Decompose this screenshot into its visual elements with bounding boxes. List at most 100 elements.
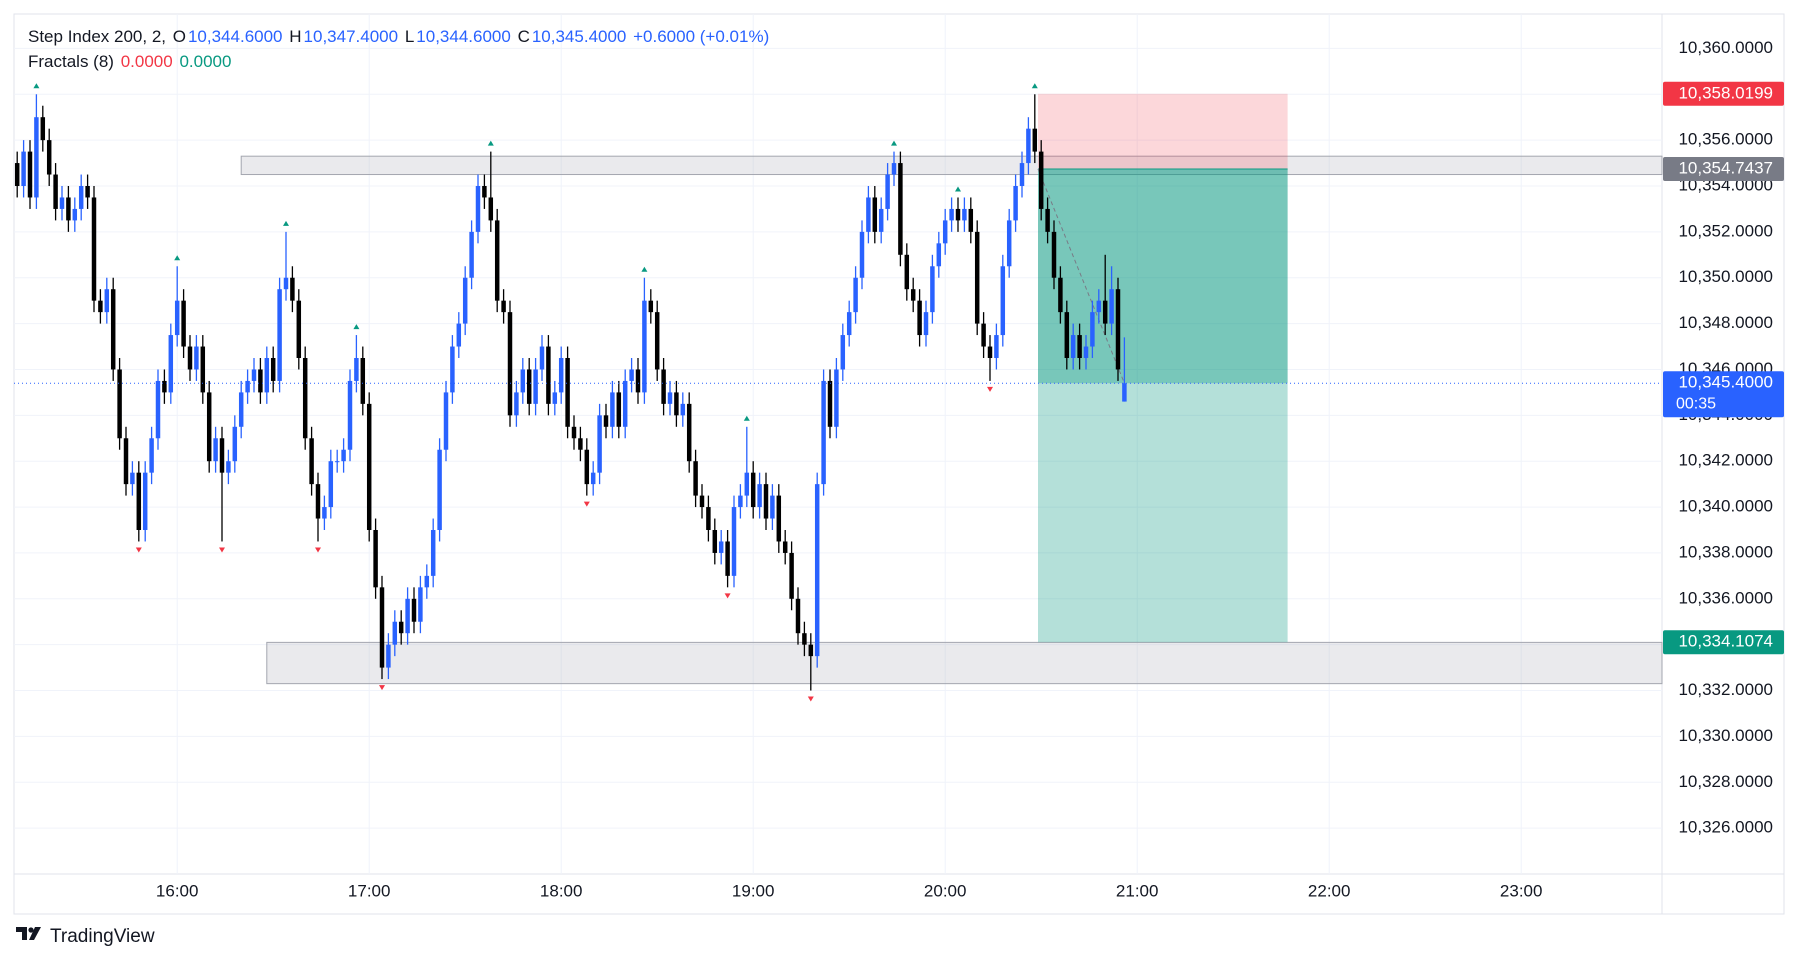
candle-body	[130, 472, 135, 485]
candle-body	[85, 186, 90, 198]
x-tick-label: 22:00	[1308, 881, 1351, 900]
candle-body	[642, 300, 647, 393]
fractal-down	[987, 386, 993, 392]
candle-body	[757, 484, 762, 508]
candle-body	[456, 323, 462, 347]
candle-body	[539, 346, 545, 370]
candle-body	[194, 346, 199, 370]
candle-body	[379, 587, 385, 668]
candle-body	[424, 575, 430, 588]
candle-body	[936, 243, 942, 267]
x-tick-label: 21:00	[1116, 881, 1159, 900]
candle-body	[1070, 335, 1076, 358]
y-tick-label: 10,330.0000	[1678, 726, 1773, 745]
candle-body	[712, 530, 718, 553]
y-tick-label: 10,338.0000	[1678, 542, 1773, 561]
symbol-title: Step Index 200, 2,	[28, 27, 166, 46]
candle-body	[117, 369, 122, 439]
candle-body	[853, 277, 858, 313]
candle-body	[501, 300, 506, 313]
candle-body	[674, 392, 679, 416]
candle-body	[648, 300, 654, 313]
candle-body	[418, 587, 423, 622]
candle-body	[507, 312, 513, 416]
low-value: 10,344.6000	[416, 27, 511, 46]
candle-body	[66, 197, 71, 221]
candle-body	[290, 277, 295, 301]
candle-body	[776, 495, 782, 542]
candle-body	[238, 392, 244, 427]
candle-body	[942, 220, 948, 244]
candle-body	[328, 461, 334, 508]
candle-body	[533, 369, 538, 404]
candle-body	[590, 472, 596, 485]
candle-body	[526, 369, 532, 404]
x-tick-label: 17:00	[348, 881, 391, 900]
open-label: O	[172, 27, 186, 46]
candle-body	[40, 117, 46, 141]
candle-body	[546, 346, 551, 404]
candle-body	[821, 380, 826, 485]
candle-body	[910, 289, 916, 301]
candle-body	[1115, 289, 1121, 370]
candle-body	[1032, 128, 1038, 152]
high-label: H	[289, 27, 302, 46]
candle-body	[110, 289, 116, 370]
candle-body	[187, 346, 193, 370]
fractal-up	[1031, 83, 1038, 89]
y-tick-label: 10,356.0000	[1678, 130, 1773, 149]
y-tick-label: 10,336.0000	[1678, 588, 1773, 607]
fractal-down	[379, 685, 385, 691]
candle-body	[91, 197, 97, 301]
y-tick-label: 10,350.0000	[1678, 267, 1773, 286]
candle-body	[149, 438, 154, 473]
last-price-tag-bg	[1663, 371, 1784, 418]
candle-body	[520, 369, 526, 393]
fractal-down	[315, 547, 321, 553]
fractal-down	[219, 547, 225, 553]
candle-body	[878, 208, 884, 232]
candle-body	[872, 197, 878, 232]
candle-body	[264, 358, 270, 393]
candle-body	[930, 266, 935, 313]
candle-body	[987, 346, 993, 358]
candle-body	[917, 300, 922, 336]
indicator-name: Fractals (8)	[28, 52, 114, 71]
y-tick-label: 10,326.0000	[1678, 818, 1773, 837]
candle-body	[584, 449, 590, 485]
brand-logo	[16, 927, 41, 940]
fractal-up	[33, 83, 40, 89]
candle-body	[341, 449, 346, 462]
fractal-up	[955, 186, 961, 192]
candle-body	[398, 621, 404, 634]
candle-body	[155, 380, 161, 439]
candle-body	[72, 208, 78, 221]
candle-body	[750, 472, 756, 508]
candle-body	[123, 438, 129, 485]
candle-body	[846, 312, 852, 336]
y-tick-label: 10,328.0000	[1678, 772, 1773, 791]
stop-zone	[1038, 93, 1288, 169]
candle-body	[859, 231, 865, 278]
candle-body	[181, 300, 186, 347]
fractal-up	[641, 266, 648, 272]
candle-body	[661, 369, 666, 404]
candle-body	[904, 254, 910, 290]
fractal-up	[487, 140, 494, 146]
candle-body	[974, 231, 980, 324]
candle-body	[296, 300, 302, 358]
change-value: +0.6000 (+0.01%)	[633, 27, 770, 46]
fractal-up	[353, 324, 360, 330]
symbol-legend: Step Index 200, 2, O 10,344.6000 H 10,347.…	[28, 27, 771, 47]
trade-path	[1037, 168, 1125, 384]
plot-area	[14, 14, 1663, 874]
x-tick-label: 23:00	[1500, 881, 1543, 900]
candle-body	[898, 163, 903, 255]
target-price-tag-bg	[1663, 630, 1784, 655]
candle-body	[21, 151, 26, 186]
candle-body	[885, 174, 890, 209]
candle-body	[142, 472, 148, 530]
indicator-value: 0.0000	[120, 52, 173, 71]
candle-body	[603, 415, 609, 427]
